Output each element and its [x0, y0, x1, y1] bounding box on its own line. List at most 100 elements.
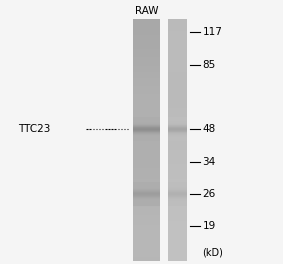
Bar: [133, 191, 160, 192]
Bar: [133, 128, 160, 130]
Bar: [133, 76, 160, 78]
Bar: [168, 21, 187, 23]
Bar: [133, 21, 160, 261]
Bar: [168, 205, 187, 206]
Bar: [168, 96, 187, 98]
Bar: [133, 158, 160, 161]
Bar: [133, 202, 160, 203]
Bar: [168, 123, 187, 124]
Bar: [133, 129, 160, 130]
Bar: [133, 136, 160, 137]
Bar: [168, 204, 187, 205]
Bar: [133, 102, 160, 104]
Bar: [168, 53, 187, 55]
Bar: [133, 213, 160, 215]
Bar: [133, 98, 160, 100]
Bar: [133, 186, 160, 187]
Bar: [168, 190, 187, 191]
Bar: [168, 104, 187, 106]
Bar: [133, 140, 160, 142]
Bar: [168, 199, 187, 201]
Bar: [168, 191, 187, 193]
Bar: [168, 119, 187, 120]
Bar: [133, 195, 160, 197]
Bar: [133, 72, 160, 74]
Bar: [133, 197, 160, 199]
Bar: [133, 195, 160, 196]
Text: 34: 34: [202, 157, 216, 167]
Bar: [133, 140, 160, 141]
Bar: [168, 213, 187, 215]
Bar: [133, 96, 160, 98]
Bar: [133, 217, 160, 219]
Bar: [168, 223, 187, 225]
Bar: [168, 189, 187, 190]
Bar: [168, 184, 187, 185]
Bar: [168, 118, 187, 120]
Bar: [133, 138, 160, 140]
Bar: [133, 178, 160, 181]
Bar: [133, 122, 160, 123]
Bar: [168, 171, 187, 173]
Bar: [168, 124, 187, 126]
Bar: [168, 253, 187, 255]
Bar: [168, 82, 187, 84]
Bar: [133, 41, 160, 43]
Bar: [133, 205, 160, 207]
Bar: [133, 182, 160, 183]
Text: 48: 48: [202, 124, 216, 134]
Bar: [133, 191, 160, 192]
Bar: [168, 178, 187, 181]
Bar: [133, 219, 160, 221]
Bar: [168, 183, 187, 184]
Bar: [133, 47, 160, 49]
Bar: [133, 191, 160, 193]
Bar: [133, 138, 160, 139]
Bar: [133, 106, 160, 108]
Bar: [133, 120, 160, 122]
Bar: [168, 72, 187, 74]
Bar: [133, 197, 160, 198]
Bar: [168, 219, 187, 221]
Bar: [168, 158, 187, 161]
Bar: [168, 47, 187, 49]
Bar: [168, 202, 187, 203]
Bar: [168, 84, 187, 86]
Bar: [133, 225, 160, 227]
Bar: [133, 201, 160, 202]
Bar: [133, 211, 160, 213]
Bar: [168, 37, 187, 39]
Bar: [133, 132, 160, 134]
Bar: [168, 191, 187, 192]
Bar: [133, 49, 160, 51]
Bar: [133, 65, 160, 68]
Bar: [133, 134, 160, 136]
Bar: [133, 146, 160, 148]
Bar: [168, 182, 187, 183]
Bar: [168, 259, 187, 261]
Bar: [133, 29, 160, 31]
Bar: [133, 144, 160, 146]
Bar: [133, 237, 160, 239]
Bar: [168, 142, 187, 144]
Bar: [133, 45, 160, 47]
Bar: [168, 200, 187, 201]
Bar: [133, 223, 160, 225]
Bar: [168, 45, 187, 47]
Bar: [133, 154, 160, 156]
Bar: [133, 253, 160, 255]
Bar: [133, 188, 160, 189]
Bar: [133, 148, 160, 150]
Bar: [133, 121, 160, 122]
Bar: [168, 25, 187, 27]
Bar: [168, 146, 187, 148]
Bar: [133, 133, 160, 134]
Bar: [168, 130, 187, 132]
Bar: [133, 257, 160, 259]
Bar: [133, 124, 160, 126]
Bar: [133, 94, 160, 96]
Bar: [168, 78, 187, 80]
Bar: [133, 203, 160, 204]
Bar: [168, 74, 187, 76]
Bar: [168, 231, 187, 233]
